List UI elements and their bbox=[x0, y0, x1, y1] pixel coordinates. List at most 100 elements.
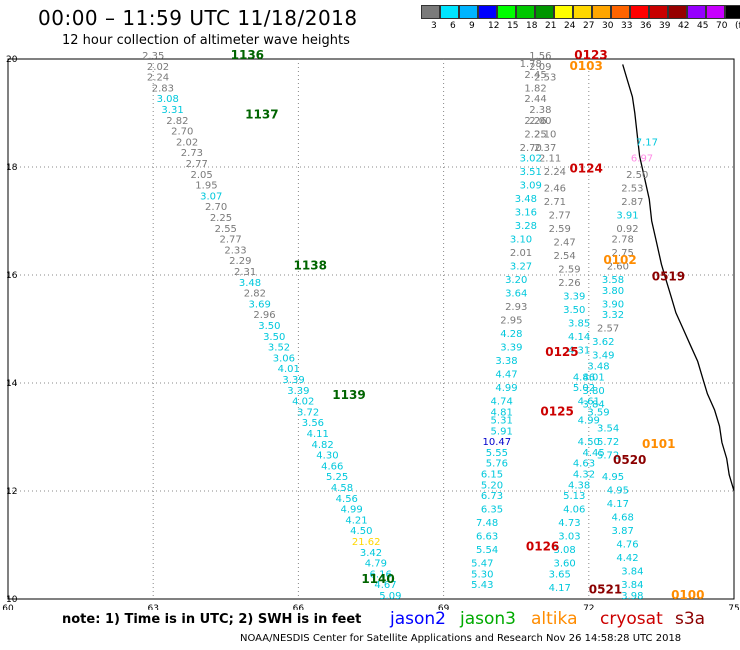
latitude-tick-label: 12 bbox=[6, 487, 17, 497]
wave-height-value: 2.71 bbox=[544, 197, 566, 208]
page-subtitle: 12 hour collection of altimeter wave hei… bbox=[62, 33, 350, 48]
wave-height-value: 4.47 bbox=[495, 370, 517, 381]
wave-height-value: 2.83 bbox=[152, 83, 174, 94]
wave-height-value: 1.95 bbox=[195, 181, 217, 192]
wave-height-value: 3.39 bbox=[282, 375, 304, 386]
wave-height-value: 5.47 bbox=[471, 559, 493, 570]
wave-height-value: 0.92 bbox=[616, 224, 638, 235]
wave-height-value: 3.08 bbox=[553, 545, 575, 556]
wave-height-value: 3.98 bbox=[621, 591, 643, 602]
wave-height-value: 2.35 bbox=[142, 51, 164, 62]
wave-height-value: 5.09 bbox=[379, 591, 401, 602]
wave-height-value: 4.73 bbox=[558, 518, 580, 529]
colorbar-label: 21 bbox=[545, 21, 557, 31]
wave-height-value: 3.51 bbox=[520, 167, 542, 178]
wave-height-value: 4.99 bbox=[495, 383, 517, 394]
latitude-tick-label: 10 bbox=[6, 595, 18, 605]
pass-number-label: 1136 bbox=[231, 48, 264, 62]
wave-height-value: 2.01 bbox=[510, 248, 532, 259]
wave-height-value: 4.56 bbox=[336, 494, 358, 505]
wave-height-value: 4.38 bbox=[568, 480, 590, 491]
wave-height-value: 5.31 bbox=[491, 416, 513, 427]
wave-height-value: 2.10 bbox=[534, 129, 556, 140]
wave-height-value: 2.02 bbox=[147, 62, 169, 73]
wave-height-value: 2.24 bbox=[544, 167, 566, 178]
wave-height-value: 6.16 bbox=[370, 569, 392, 580]
wave-height-value: 5.91 bbox=[491, 426, 513, 437]
colorbar-label: 6 bbox=[450, 21, 456, 31]
wave-height-value: 1.82 bbox=[524, 83, 546, 94]
wave-height-value: 3.48 bbox=[587, 362, 609, 373]
wave-height-value: 3.69 bbox=[249, 299, 271, 310]
wave-height-value: 3.39 bbox=[287, 386, 309, 397]
wave-height-value: 2.73 bbox=[181, 148, 203, 159]
satellite-legend-item: cryosat bbox=[600, 609, 663, 629]
wave-height-value: 3.09 bbox=[520, 181, 542, 192]
wave-height-value: 3.60 bbox=[553, 559, 575, 570]
wave-height-value: 2.57 bbox=[597, 324, 619, 335]
wave-height-value: 3.91 bbox=[616, 210, 638, 221]
pass-number-label: 0519 bbox=[652, 269, 685, 283]
wave-height-value: 3.58 bbox=[602, 275, 624, 286]
wave-height-value: 3.50 bbox=[563, 305, 585, 316]
longitude-tick-label: 66 bbox=[293, 604, 305, 610]
wave-height-value: 2.77 bbox=[549, 210, 571, 221]
wave-height-value: 2.70 bbox=[520, 143, 542, 154]
wave-height-value: 2.11 bbox=[539, 154, 561, 165]
wave-height-value: 4.99 bbox=[341, 505, 363, 516]
pass-number-label: 0102 bbox=[603, 253, 636, 267]
wave-height-value: 4.14 bbox=[568, 332, 590, 343]
wave-height-value: 4.82 bbox=[311, 440, 333, 451]
longitude-tick-label: 72 bbox=[583, 604, 594, 610]
wave-height-value: 4.42 bbox=[616, 553, 638, 564]
wave-height-value: 4.50 bbox=[578, 437, 600, 448]
colorbar-swatch bbox=[421, 5, 440, 19]
wave-height-value: 3.02 bbox=[520, 154, 542, 165]
satellite-legend-item: jason2 bbox=[390, 609, 446, 629]
pass-number-label: 1137 bbox=[245, 107, 278, 121]
wave-height-value: 2.78 bbox=[612, 235, 634, 246]
pass-number-label: 0100 bbox=[671, 588, 704, 602]
colorbar-swatch bbox=[440, 5, 459, 19]
satellite-legend-item: jason3 bbox=[460, 609, 516, 629]
wave-height-value: 2.33 bbox=[224, 245, 246, 256]
wave-height-value: 4.61 bbox=[578, 397, 600, 408]
wave-height-value: 4.02 bbox=[292, 397, 314, 408]
wave-height-value: 7.17 bbox=[636, 137, 658, 148]
wave-height-value: 3.39 bbox=[500, 343, 522, 354]
colorbar-swatch bbox=[573, 5, 592, 19]
latitude-tick-label: 14 bbox=[6, 379, 18, 389]
wave-height-value: 3.85 bbox=[568, 318, 590, 329]
wave-height-value: 4.99 bbox=[578, 416, 600, 427]
wave-height-value: 5.54 bbox=[476, 545, 498, 556]
wave-height-value: 3.80 bbox=[602, 286, 624, 297]
wave-height-value: 2.25 bbox=[524, 129, 546, 140]
longitude-tick-label: 69 bbox=[438, 604, 450, 610]
colorbar-label: 15 bbox=[507, 21, 519, 31]
colorbar-label: 42 bbox=[678, 21, 690, 31]
note-text: note: 1) Time is in UTC; 2) SWH is in fe… bbox=[62, 612, 362, 627]
wave-height-value: 3.20 bbox=[505, 275, 527, 286]
colorbar-swatch bbox=[516, 5, 535, 19]
colorbar-swatch bbox=[668, 5, 687, 19]
wave-height-value: 4.50 bbox=[350, 526, 372, 537]
colorbar-label: 36 bbox=[640, 21, 652, 31]
wave-height-value: 3.42 bbox=[360, 548, 382, 559]
wave-height-value: 3.32 bbox=[602, 310, 624, 321]
latitude-tick-label: 16 bbox=[6, 271, 18, 281]
wave-height-value: 4.66 bbox=[321, 461, 343, 472]
wave-height-value: 3.84 bbox=[621, 580, 643, 591]
wave-height-value: 2.44 bbox=[524, 94, 546, 105]
wave-height-value: 2.59 bbox=[558, 264, 580, 275]
wave-height-value: 5.13 bbox=[563, 491, 585, 502]
wave-height-value: 3.49 bbox=[592, 351, 614, 362]
wave-height-value: 2.75 bbox=[612, 248, 634, 259]
wave-height-value: 4.06 bbox=[563, 505, 585, 516]
wave-height-value: 3.87 bbox=[612, 526, 634, 537]
wave-height-value: 5.72 bbox=[597, 437, 619, 448]
wave-height-value: 3.16 bbox=[515, 208, 537, 219]
pass-number-label: 0521 bbox=[589, 583, 622, 597]
wave-height-value: 2.70 bbox=[205, 202, 227, 213]
wave-height-value: 3.06 bbox=[273, 353, 295, 364]
pass-number-label: 0520 bbox=[613, 453, 646, 467]
